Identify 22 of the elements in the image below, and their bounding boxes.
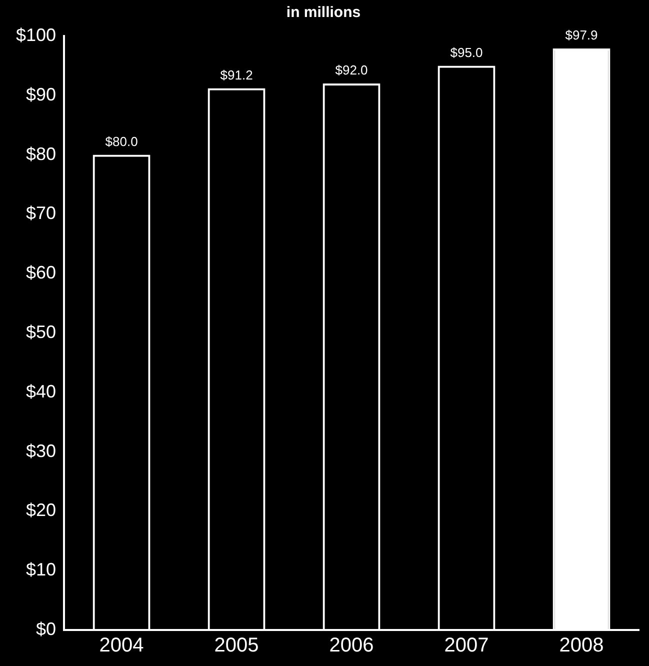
data-label: $91.2 <box>220 67 253 82</box>
y-tick-label: $10 <box>26 560 56 580</box>
y-tick-label: $70 <box>26 203 56 224</box>
y-tick-label: $0 <box>36 618 56 639</box>
data-label: $97.9 <box>565 28 598 43</box>
x-tick-label: 2004 <box>99 634 144 657</box>
y-tick-label: $80 <box>26 144 56 164</box>
data-label: $95.0 <box>450 44 483 60</box>
y-tick-label: $30 <box>26 440 56 461</box>
x-tick-label: 2006 <box>329 634 374 657</box>
y-tick-label: $40 <box>26 381 56 402</box>
y-tick-label: $90 <box>26 84 56 104</box>
data-label: $92.0 <box>335 62 368 78</box>
data-label: $80.0 <box>105 134 138 149</box>
y-tick-label: $20 <box>26 500 56 520</box>
chart-title: in millions <box>286 4 361 22</box>
y-tick-label: $100 <box>16 24 56 45</box>
y-tick-label: $60 <box>26 262 56 283</box>
x-tick-label: 2007 <box>444 634 489 657</box>
x-tick-label: 2005 <box>214 634 259 657</box>
y-tick-label: $50 <box>26 322 56 342</box>
x-tick-label: 2008 <box>559 634 604 657</box>
